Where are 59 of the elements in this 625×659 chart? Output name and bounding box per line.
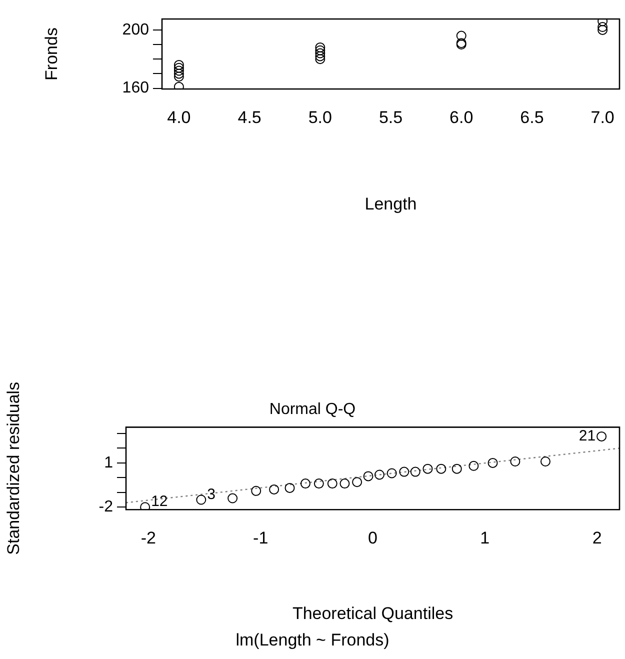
point [284, 482, 295, 493]
point [422, 464, 433, 474]
y-tick-label: 200 [122, 21, 150, 38]
point [598, 24, 608, 35]
point [452, 464, 462, 474]
point [386, 468, 397, 478]
x-tick-label: 6.0 [450, 108, 474, 127]
point [174, 66, 184, 76]
point [314, 478, 324, 489]
point [228, 493, 238, 504]
point [174, 60, 184, 70]
point [140, 502, 150, 510]
annotation: 12 [151, 493, 168, 510]
point [269, 484, 280, 494]
point [363, 471, 374, 482]
x-tick-label: -1 [253, 528, 268, 548]
point [251, 486, 262, 496]
x-tick-label: 5.5 [378, 108, 403, 127]
x-axis-title: Theoretical Quantiles [292, 604, 454, 624]
point [456, 30, 466, 41]
x-tick-label: 1 [480, 528, 490, 548]
point [340, 478, 350, 489]
point [315, 42, 326, 52]
text: lm(Length ~ Fronds) [236, 630, 390, 650]
x-tick-label: 6.5 [520, 108, 544, 127]
point [596, 431, 607, 442]
point [352, 477, 362, 488]
point [174, 62, 184, 73]
chart-title: Normal Q-Q [269, 401, 356, 418]
point [174, 68, 184, 79]
x-tick-label: 7.0 [590, 108, 614, 127]
point [488, 458, 498, 468]
point [510, 456, 520, 466]
x-tick-label: 4.0 [167, 108, 191, 127]
annotation: 3 [207, 486, 216, 503]
x-tick-label: 5.0 [308, 108, 332, 127]
point [315, 48, 326, 58]
point [436, 464, 446, 474]
point [540, 456, 550, 466]
point [315, 54, 326, 64]
point [327, 478, 338, 489]
point [374, 470, 384, 480]
point [468, 460, 479, 471]
y-axis-title: Standardized residuals [4, 382, 23, 555]
x-tick-label: 2 [592, 528, 602, 548]
x-axis-title: Length [364, 194, 417, 214]
point [174, 72, 184, 82]
annotation: 21 [578, 428, 596, 445]
y-tick-label: 160 [122, 80, 150, 97]
point [399, 466, 410, 477]
point [598, 22, 608, 32]
point [315, 51, 326, 62]
point [300, 478, 310, 489]
x-tick-label: 4.5 [238, 108, 262, 127]
y-axis-title: Fronds [42, 28, 61, 80]
point [410, 466, 420, 477]
point [196, 494, 206, 505]
point [315, 45, 326, 56]
x-tick-label: 0 [368, 528, 378, 548]
